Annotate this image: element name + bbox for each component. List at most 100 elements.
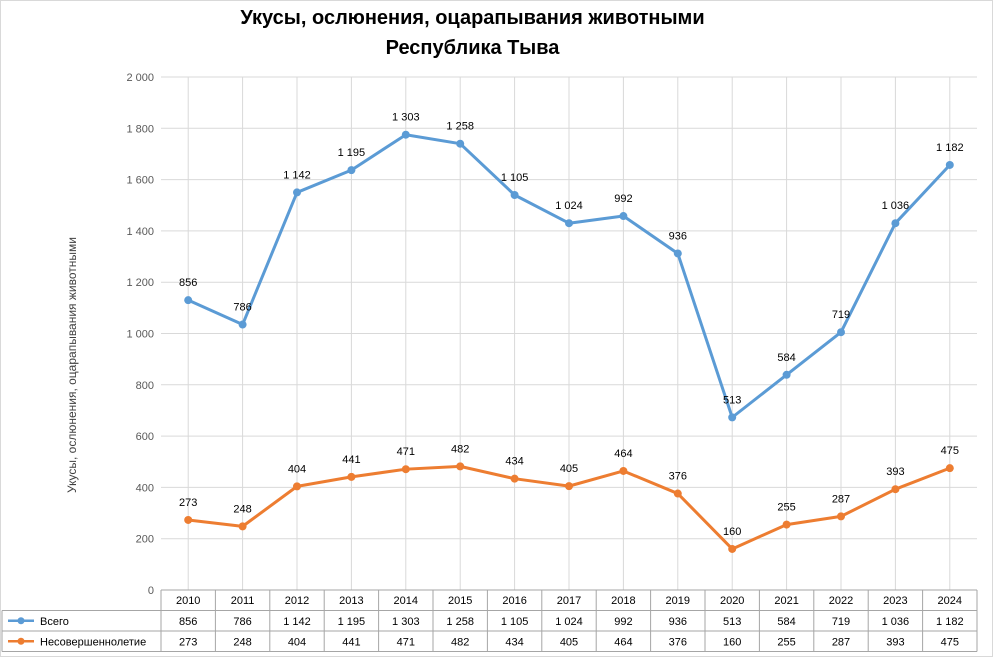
data-label: 786 <box>233 302 251 314</box>
data-label: 287 <box>832 493 850 505</box>
data-point <box>238 320 247 329</box>
data-point <box>238 522 247 531</box>
data-point <box>184 296 193 305</box>
legend-marker-1 <box>17 617 25 625</box>
table-cell: 1 142 <box>283 616 311 628</box>
data-point <box>456 462 465 471</box>
data-point <box>565 482 573 491</box>
table-cell: 856 <box>179 616 197 628</box>
y-tick-label: 0 <box>148 585 154 597</box>
data-point <box>673 249 682 258</box>
data-point <box>401 465 410 474</box>
data-label: 1 105 <box>501 172 529 184</box>
table-cell: 464 <box>614 636 632 648</box>
data-label: 1 036 <box>882 200 910 212</box>
y-tick-label: 600 <box>136 431 154 443</box>
table-cell: 160 <box>723 636 741 648</box>
data-label: 513 <box>723 394 741 406</box>
data-label: 248 <box>233 503 251 515</box>
data-point <box>891 485 900 494</box>
data-label: 584 <box>777 352 795 364</box>
table-cell: 255 <box>777 636 795 648</box>
data-label: 1 195 <box>338 147 366 159</box>
x-tick-label: 2012 <box>285 595 309 607</box>
data-point <box>456 139 465 148</box>
y-tick-label: 1 600 <box>126 175 154 187</box>
data-label: 393 <box>886 466 904 478</box>
data-point <box>837 512 845 521</box>
x-tick-label: 2015 <box>448 595 472 607</box>
x-tick-label: 2020 <box>720 595 744 607</box>
data-point <box>782 520 791 529</box>
data-label: 376 <box>669 471 687 483</box>
data-point <box>728 413 737 422</box>
chart-title: Укусы, ослюнения, оцарапывания животными <box>240 7 705 29</box>
table-cell: 287 <box>832 636 850 648</box>
table-cell: 1 195 <box>338 616 366 628</box>
y-tick-label: 1 400 <box>126 226 154 238</box>
x-tick-label: 2010 <box>176 595 200 607</box>
data-label: 255 <box>777 502 795 514</box>
data-label: 856 <box>179 277 197 289</box>
data-point <box>728 544 737 553</box>
y-tick-label: 200 <box>136 534 154 546</box>
table-cell: 1 036 <box>882 616 910 628</box>
table-cell: 1 258 <box>446 616 474 628</box>
data-label: 475 <box>941 445 959 457</box>
table-cell: 992 <box>614 616 632 628</box>
data-label: 482 <box>451 443 469 455</box>
data-point <box>347 472 356 481</box>
x-tick-label: 2024 <box>938 595 962 607</box>
data-point <box>782 370 791 379</box>
data-point <box>510 190 519 199</box>
data-label: 1 142 <box>283 169 311 181</box>
table-cell: 376 <box>669 636 687 648</box>
data-point <box>347 166 356 175</box>
table-cell: 1 182 <box>936 616 964 628</box>
data-label: 1 024 <box>555 200 583 212</box>
data-label: 471 <box>397 446 415 458</box>
data-point <box>565 219 573 228</box>
y-tick-label: 2 000 <box>126 72 154 84</box>
data-point <box>401 130 410 139</box>
table-cell: 434 <box>505 636 523 648</box>
data-label: 1 303 <box>392 112 420 124</box>
x-tick-label: 2022 <box>829 595 853 607</box>
table-cell: 405 <box>560 636 578 648</box>
y-tick-label: 400 <box>136 482 154 494</box>
table-cell: 475 <box>941 636 959 648</box>
table-cell: 513 <box>723 616 741 628</box>
data-point <box>619 466 628 475</box>
x-tick-label: 2017 <box>557 595 581 607</box>
table-cell: 1 105 <box>501 616 529 628</box>
data-label: 404 <box>288 463 306 475</box>
data-label: 160 <box>723 526 741 538</box>
legend-label-1: Всего <box>40 616 69 628</box>
data-label: 719 <box>832 309 850 321</box>
data-label: 273 <box>179 497 197 509</box>
data-label: 1 258 <box>446 121 474 133</box>
x-tick-label: 2023 <box>883 595 907 607</box>
table-cell: 936 <box>669 616 687 628</box>
x-tick-label: 2011 <box>231 595 255 607</box>
y-tick-label: 1 000 <box>126 329 154 341</box>
data-label: 464 <box>614 448 632 460</box>
data-label: 441 <box>342 454 360 466</box>
y-tick-label: 1 200 <box>126 277 154 289</box>
data-point <box>619 212 628 221</box>
table-cell: 719 <box>832 616 850 628</box>
table-cell: 404 <box>288 636 306 648</box>
x-tick-label: 2016 <box>502 595 526 607</box>
x-tick-label: 2018 <box>611 595 635 607</box>
data-point <box>293 188 301 197</box>
x-tick-label: 2021 <box>774 595 798 607</box>
legend-marker-2 <box>17 637 25 645</box>
data-point <box>945 464 954 473</box>
data-label: 992 <box>614 193 632 205</box>
y-tick-label: 800 <box>136 380 154 392</box>
data-label: 936 <box>669 230 687 242</box>
table-cell: 482 <box>451 636 469 648</box>
x-tick-label: 2019 <box>666 595 690 607</box>
legend-label-2: Несовершеннолетие <box>40 636 146 648</box>
